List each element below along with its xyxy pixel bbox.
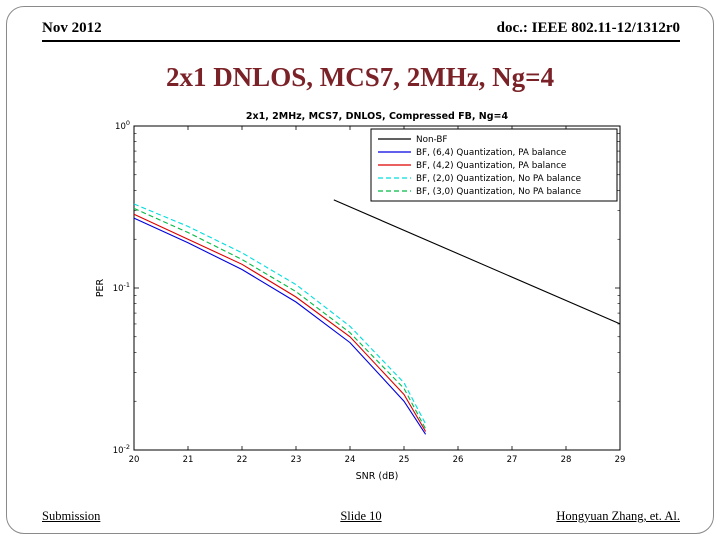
- header-date: Nov 2012: [42, 20, 102, 36]
- footer-author: Hongyuan Zhang, et. Al.: [556, 509, 680, 523]
- svg-text:Non-BF: Non-BF: [416, 135, 448, 145]
- svg-text:22: 22: [237, 455, 248, 465]
- svg-text:23: 23: [291, 455, 302, 465]
- svg-text:28: 28: [561, 455, 572, 465]
- svg-text:PER: PER: [95, 278, 106, 297]
- svg-text:BF, (4,2) Quantization, PA bal: BF, (4,2) Quantization, PA balance: [416, 161, 566, 171]
- chart-svg: 20 21 22 23 24 25 26 27 28 29 100 10-1 10-2 Non-BF BF,…: [95, 111, 626, 482]
- svg-text:10-1: 10-1: [113, 281, 130, 294]
- svg-text:21: 21: [183, 455, 194, 465]
- svg-text:BF, (6,4) Quantization, PA bal: BF, (6,4) Quantization, PA balance: [416, 148, 566, 158]
- svg-text:SNR (dB): SNR (dB): [356, 471, 399, 482]
- svg-text:100: 100: [115, 119, 130, 132]
- svg-text:29: 29: [615, 455, 626, 465]
- svg-text:BF, (2,0) Quantization, No PA: BF, (2,0) Quantization, No PA balance: [416, 174, 581, 184]
- footer-slide-number: Slide 10: [340, 509, 382, 523]
- slide-header: Nov 2012 doc.: IEEE 802.11-12/1312r0: [42, 20, 680, 42]
- svg-text:25: 25: [399, 455, 410, 465]
- per-vs-snr-chart: 20 21 22 23 24 25 26 27 28 29 100 10-1 10-2 Non-BF BF,…: [90, 106, 630, 484]
- header-doc-number: doc.: IEEE 802.11-12/1312r0: [496, 20, 680, 36]
- slide-footer: Submission Slide 10 Hongyuan Zhang, et. …: [42, 509, 680, 524]
- svg-text:BF, (3,0) Quantization, No PA: BF, (3,0) Quantization, No PA balance: [416, 187, 581, 197]
- slide-title: 2x1 DNLOS, MCS7, 2MHz, Ng=4: [165, 62, 555, 92]
- svg-text:24: 24: [345, 455, 356, 465]
- svg-text:26: 26: [453, 455, 464, 465]
- svg-text:2x1, 2MHz, MCS7, DNLOS, Compre: 2x1, 2MHz, MCS7, DNLOS, Compressed FB, N…: [246, 111, 509, 122]
- svg-text:27: 27: [507, 455, 518, 465]
- svg-text:20: 20: [129, 455, 140, 465]
- footer-submission: Submission: [42, 509, 101, 523]
- svg-text:10-2: 10-2: [113, 443, 130, 456]
